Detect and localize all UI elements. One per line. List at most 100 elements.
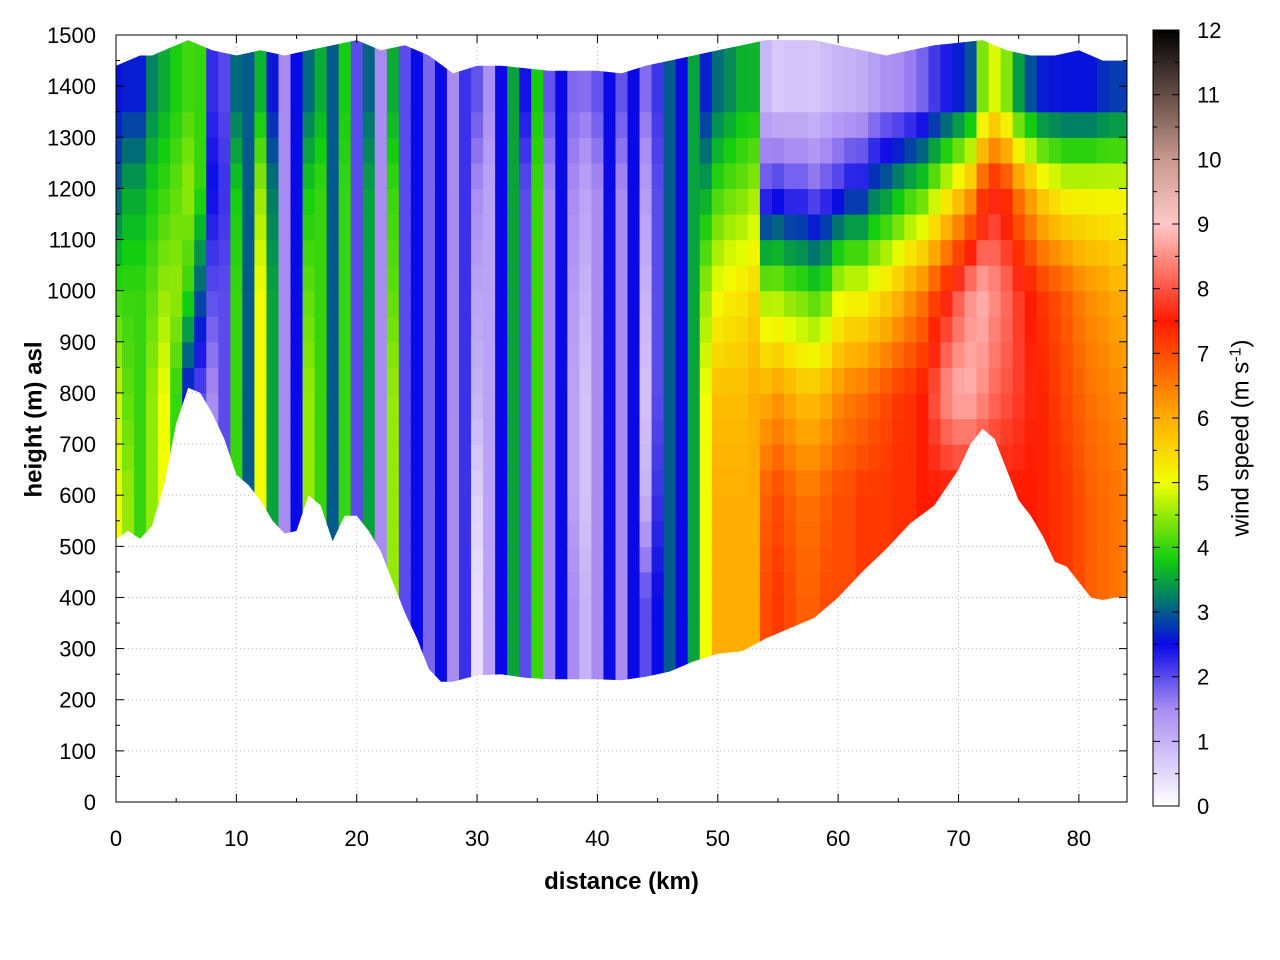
- wind-speed-cell: [820, 265, 833, 292]
- wind-speed-cell: [603, 316, 617, 343]
- wind-speed-cell: [434, 341, 448, 368]
- wind-speed-cell: [338, 290, 352, 317]
- wind-speed-cell: [783, 623, 797, 650]
- wind-speed-cell: [675, 571, 689, 599]
- wind-speed-cell: [976, 265, 990, 292]
- wind-speed-cell: [808, 265, 821, 292]
- wind-speed-cell: [1012, 40, 1026, 113]
- wind-speed-cell: [422, 546, 436, 573]
- wind-speed-cell: [507, 648, 520, 675]
- wind-speed-cell: [170, 341, 183, 368]
- wind-speed-cell: [471, 239, 484, 266]
- wind-speed-cell: [350, 162, 364, 189]
- wind-speed-cell: [759, 623, 773, 650]
- wind-speed-cell: [1108, 418, 1122, 445]
- wind-speed-cell: [699, 213, 713, 241]
- wind-speed-cell: [940, 290, 954, 317]
- wind-speed-cell: [483, 316, 496, 343]
- wind-speed-cell: [1024, 546, 1038, 573]
- wind-speed-cell: [675, 213, 689, 241]
- wind-speed-cell: [651, 162, 665, 189]
- wind-speed-cell: [759, 648, 773, 675]
- wind-speed-cell: [386, 571, 400, 599]
- wind-speed-cell: [627, 40, 641, 113]
- wind-speed-cell: [1096, 341, 1110, 368]
- wind-speed-cell: [723, 111, 737, 138]
- wind-speed-cell: [531, 469, 544, 496]
- wind-speed-cell: [158, 137, 171, 164]
- wind-speed-cell: [639, 341, 653, 368]
- wind-speed-cell: [1048, 392, 1062, 420]
- wind-speed-cell: [796, 316, 809, 343]
- wind-speed-cell: [904, 111, 917, 138]
- wind-speed-cell: [170, 648, 183, 675]
- colorbar-tick-label: 10: [1197, 147, 1221, 172]
- wind-speed-cell: [182, 520, 195, 547]
- wind-speed-cell: [206, 597, 219, 624]
- wind-speed-cell: [856, 367, 869, 394]
- wind-speed-cell: [194, 444, 207, 471]
- wind-speed-cell: [687, 674, 701, 682]
- colorbar-tick-label: 1: [1197, 729, 1209, 754]
- wind-speed-cell: [410, 495, 424, 522]
- wind-speed-cell: [783, 367, 797, 394]
- wind-speed-cell: [410, 265, 424, 292]
- wind-speed-cell: [916, 188, 930, 215]
- wind-speed-cell: [182, 265, 195, 292]
- wind-speed-cell: [928, 265, 942, 292]
- wind-speed-cell: [1108, 239, 1122, 266]
- wind-speed-cell: [194, 213, 207, 241]
- wind-speed-cell: [771, 392, 785, 420]
- wind-speed-cell: [1048, 40, 1062, 113]
- wind-speed-cell: [808, 623, 821, 650]
- wind-speed-cell: [615, 648, 629, 675]
- wind-speed-cell: [314, 265, 328, 292]
- wind-speed-cell: [675, 239, 689, 266]
- wind-speed-cell: [1060, 444, 1074, 471]
- wind-speed-cell: [206, 674, 219, 682]
- wind-speed-cell: [868, 265, 881, 292]
- wind-speed-cell: [651, 341, 665, 368]
- wind-speed-cell: [808, 571, 821, 599]
- wind-speed-cell: [663, 265, 677, 292]
- wind-speed-cell: [302, 367, 316, 394]
- wind-speed-cell: [398, 188, 412, 215]
- wind-speed-cell: [1060, 239, 1074, 266]
- wind-speed-cell: [952, 623, 966, 650]
- wind-speed-cell: [904, 137, 917, 164]
- wind-speed-cell: [952, 418, 966, 445]
- wind-speed-cell: [170, 265, 183, 292]
- wind-speed-cell: [892, 418, 905, 445]
- wind-speed-cell: [976, 392, 990, 420]
- wind-speed-cell: [158, 213, 171, 241]
- wind-speed-cell: [218, 111, 231, 138]
- wind-speed-cell: [771, 469, 785, 496]
- wind-speed-cell: [242, 290, 256, 317]
- wind-speed-cell: [699, 495, 713, 522]
- wind-speed-cell: [988, 571, 1002, 599]
- wind-speed-cell: [603, 367, 617, 394]
- wind-speed-cell: [603, 341, 617, 368]
- wind-speed-cell: [314, 162, 328, 189]
- wind-speed-cell: [783, 290, 797, 317]
- wind-speed-cell: [1108, 316, 1122, 343]
- wind-speed-cell: [410, 40, 424, 113]
- wind-speed-cell: [350, 239, 364, 266]
- wind-speed-cell: [459, 546, 472, 573]
- wind-speed-cell: [687, 597, 701, 624]
- wind-speed-cell: [386, 341, 400, 368]
- wind-speed-cell: [723, 40, 737, 113]
- wind-speed-cell: [266, 674, 280, 682]
- wind-speed-cell: [1048, 341, 1062, 368]
- wind-speed-cell: [338, 444, 352, 471]
- wind-speed-cell: [699, 40, 713, 113]
- wind-speed-cell: [122, 316, 135, 343]
- wind-speed-cell: [446, 265, 460, 292]
- wind-speed-cell: [170, 469, 183, 496]
- wind-speed-cell: [663, 111, 677, 138]
- wind-speed-cell: [278, 40, 292, 113]
- wind-speed-cell: [916, 341, 930, 368]
- wind-speed-cell: [892, 367, 905, 394]
- wind-speed-cell: [446, 367, 460, 394]
- wind-speed-cell: [820, 316, 833, 343]
